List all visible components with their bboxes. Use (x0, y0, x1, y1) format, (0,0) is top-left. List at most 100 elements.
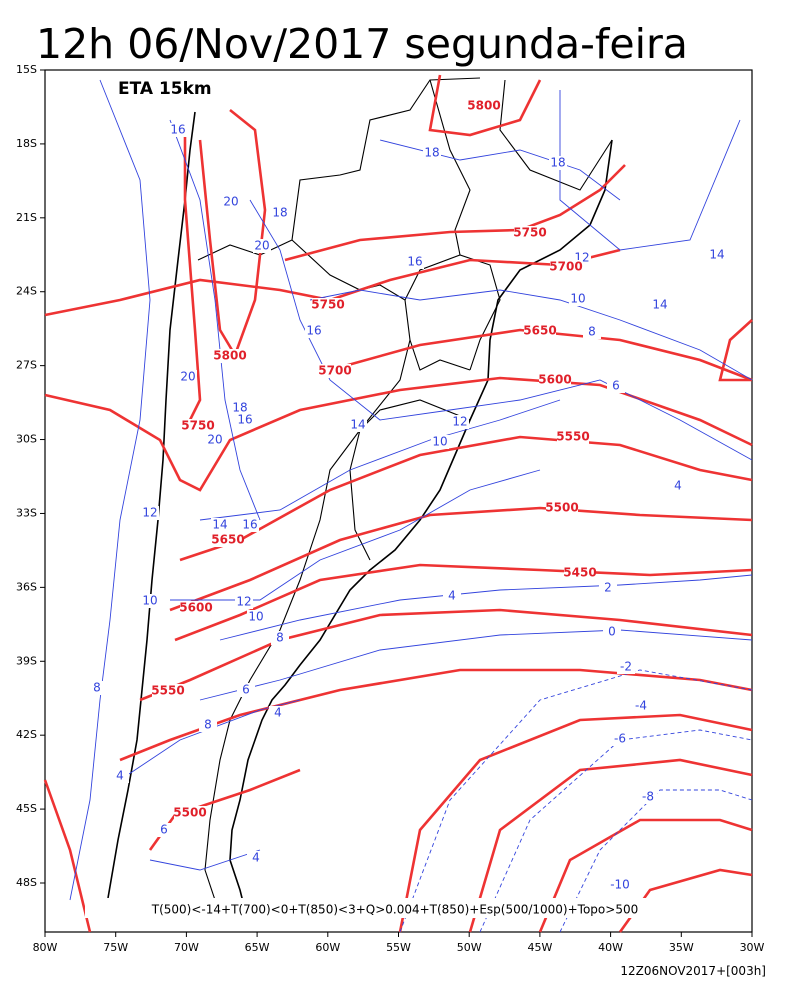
label-background (443, 589, 461, 603)
temperature-contour (69, 79, 151, 901)
label-background (211, 518, 229, 532)
label-background (312, 298, 344, 312)
label-background (214, 349, 246, 363)
label-background (231, 401, 249, 415)
temperature-label: 16 (170, 123, 185, 137)
label-background (169, 123, 187, 137)
height-label: 5800 (467, 99, 500, 113)
height-label: 5650 (523, 324, 556, 338)
temperature-label: -8 (642, 790, 654, 804)
border (429, 79, 471, 256)
height-contour (329, 328, 753, 382)
temperature-label: -6 (614, 732, 626, 746)
legend-background (85, 898, 705, 918)
axes: 80W 75W 70W 65W 60W 55W 50W 45W 40W 35W 30W 15S 18S 2… (16, 63, 765, 954)
height-label: 5550 (151, 684, 184, 698)
temperature-contour (149, 849, 261, 871)
label-background (549, 156, 567, 170)
label-background (212, 533, 244, 547)
label-background (206, 433, 224, 447)
height-contour (174, 563, 753, 642)
height-label: 5750 (311, 298, 344, 312)
height-label: 5500 (545, 501, 578, 515)
temperature-label: 0 (608, 625, 616, 639)
y-tick-label: 45S (16, 802, 37, 815)
y-tick-label: 30S (16, 433, 37, 446)
border (197, 239, 293, 261)
temperature-label: 20 (223, 195, 238, 209)
label-background (546, 501, 578, 515)
height-contour (169, 506, 753, 612)
label-background (583, 325, 601, 339)
temperature-label: 8 (93, 681, 101, 695)
label-background (241, 518, 259, 532)
label-background (451, 415, 469, 429)
height-label: 5600 (179, 601, 212, 615)
label-background (152, 684, 184, 698)
title: 12h 06/Nov/2017 segunda-feira (36, 20, 688, 68)
x-tick-label: 50W (457, 941, 482, 954)
temperature-contour (119, 699, 301, 781)
border (404, 254, 501, 371)
temperature-label: 4 (274, 706, 282, 720)
x-tick-label: 80W (33, 941, 58, 954)
footer: 12Z06NOV2017+[003h] (620, 964, 766, 978)
label-background (349, 418, 367, 432)
label-background (271, 206, 289, 220)
height-contour (198, 108, 267, 359)
label-background (235, 595, 253, 609)
x-tick-label: 60W (315, 941, 340, 954)
temperature-contour (249, 199, 753, 461)
label-background (550, 260, 582, 274)
model-label: ETA 15km (118, 79, 212, 99)
temperature-contour (399, 669, 753, 933)
frame (44, 69, 753, 933)
temperature-label: 14 (709, 248, 724, 262)
temperature-label: 20 (180, 370, 195, 384)
label-background (141, 506, 159, 520)
border (499, 79, 613, 191)
height-label: 5750 (181, 419, 214, 433)
temperature-label: 8 (276, 631, 284, 645)
height-label: 5650 (211, 533, 244, 547)
label-background (236, 413, 254, 427)
label-background (708, 248, 726, 262)
temperature-label: 16 (242, 518, 257, 532)
label-background (611, 732, 629, 746)
label-background (199, 718, 217, 732)
border (291, 77, 481, 241)
temperature-label: -4 (635, 699, 647, 713)
height-contour (43, 779, 92, 933)
y-tick-label: 18S (16, 137, 37, 150)
x-tick-label: 30W (740, 941, 765, 954)
y-tick-label: 36S (16, 580, 37, 593)
temperature-label: 12 (452, 415, 467, 429)
temperature-label: -10 (610, 878, 630, 892)
temperature-contour (199, 399, 561, 521)
height-contour (119, 668, 753, 762)
y-tick-label: 48S (16, 876, 37, 889)
y-tick-label: 33S (16, 506, 37, 519)
height-label: 5550 (556, 430, 589, 444)
x-tick-label: 45W (527, 941, 552, 954)
border (409, 339, 471, 371)
label-background (514, 226, 546, 240)
label-background (431, 435, 449, 449)
temperature-label: 10 (248, 610, 263, 624)
map-area: T(500)<-14+T(700)<0+T(850)<3+Q>0.004+T(8… (43, 69, 753, 933)
temperature-label: 6 (242, 683, 250, 697)
temperature-label: 4 (448, 589, 456, 603)
label-background (539, 373, 571, 387)
label-background (247, 851, 265, 865)
temperature-label: 6 (612, 379, 620, 393)
label-background (271, 631, 289, 645)
height-label: 5700 (549, 260, 582, 274)
height-contour (139, 608, 753, 702)
label-background (222, 195, 240, 209)
label-background (88, 681, 106, 695)
label-background (179, 370, 197, 384)
label-background (603, 625, 621, 639)
y-tick-label: 24S (16, 285, 37, 298)
